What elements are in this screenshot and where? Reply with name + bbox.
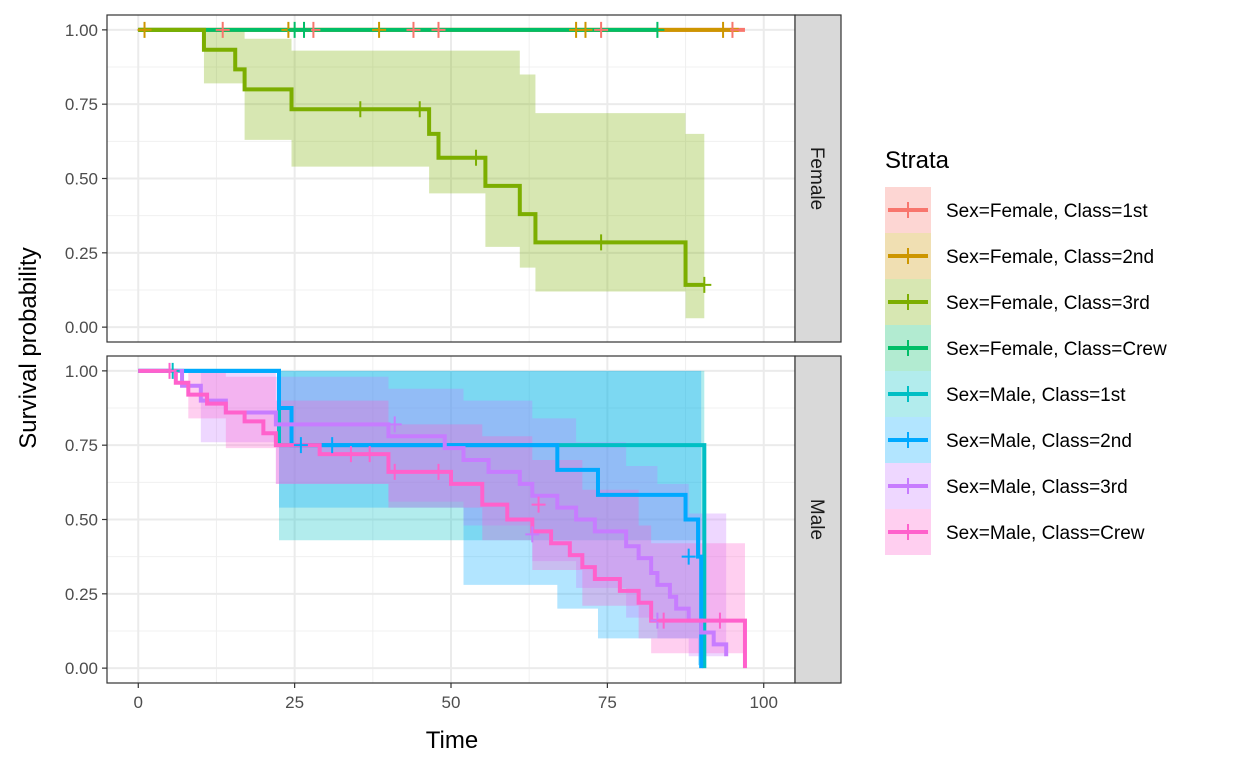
x-tick-label: 100: [750, 693, 778, 712]
censor-mark: [353, 101, 368, 118]
legend-key-censor: [901, 248, 915, 264]
legend: Strata Sex=Female, Class=1stSex=Female, …: [885, 147, 1167, 555]
censor-mark: [469, 149, 484, 166]
legend-label: Sex=Male, Class=3rd: [946, 477, 1128, 498]
censor-mark: [387, 416, 402, 433]
legend-item: Sex=Male, Class=Crew: [885, 509, 1145, 555]
censor-mark: [531, 496, 546, 513]
legend-label: Sex=Male, Class=Crew: [946, 523, 1145, 544]
confidence-band: [138, 29, 705, 319]
y-tick-label: 1.00: [65, 362, 98, 381]
y-tick-label: 1.00: [65, 21, 98, 40]
y-tick-label: 0.50: [65, 511, 98, 530]
censor-mark: [372, 21, 387, 38]
legend-item: Sex=Female, Class=1st: [885, 187, 1148, 233]
panel-female: Female 0.00 0.25 0.50 0.75 1.00: [65, 14, 842, 343]
legend-key-censor: [901, 524, 915, 540]
censor-mark: [431, 21, 446, 38]
censor-mark: [406, 21, 421, 38]
censor-mark: [594, 234, 609, 251]
legend-key-censor: [901, 294, 915, 310]
y-axis-title: Survival probability: [15, 247, 42, 448]
legend-item: Sex=Female, Class=3rd: [885, 279, 1150, 325]
legend-label: Sex=Male, Class=1st: [946, 385, 1126, 406]
x-tick-label: 0: [134, 693, 143, 712]
censor-mark: [681, 548, 696, 565]
survival-curve: [138, 368, 729, 657]
legend-item: Sex=Female, Class=2nd: [885, 233, 1154, 279]
censor-mark: [343, 446, 358, 463]
y-tick-label: 0.25: [65, 585, 98, 604]
censor-mark: [162, 362, 177, 379]
censor-mark: [431, 463, 446, 480]
legend-key-censor: [901, 478, 915, 494]
survival-curve: [138, 368, 747, 669]
panel-data: [137, 21, 745, 319]
x-tick-label: 50: [442, 693, 461, 712]
legend-items: Sex=Female, Class=1st Sex=Female, Class=2…: [885, 187, 1167, 555]
x-tick-label: 75: [598, 693, 617, 712]
panel-data: [138, 362, 747, 669]
x-tick-label: 25: [285, 693, 304, 712]
legend-label: Sex=Male, Class=2nd: [946, 431, 1132, 452]
censor-mark: [712, 612, 727, 629]
legend-label: Sex=Female, Class=1st: [946, 201, 1148, 222]
strip-background: [794, 355, 842, 684]
legend-item: Sex=Male, Class=2nd: [885, 417, 1132, 463]
y-tick-label: 0.75: [65, 95, 98, 114]
strip-background: [794, 14, 842, 343]
legend-key-censor: [901, 432, 915, 448]
censor-mark: [325, 437, 340, 454]
legend-key-censor: [901, 386, 915, 402]
censor-mark: [293, 437, 308, 454]
strip-label: Female: [806, 147, 827, 210]
panel-male: Male 0.00 0.25 0.50 0.75 1.00: [65, 355, 842, 684]
censor-mark: [525, 526, 540, 543]
censor-mark: [387, 463, 402, 480]
legend-title: Strata: [885, 147, 950, 174]
legend-key-censor: [901, 202, 915, 218]
strip-label: Male: [806, 499, 827, 540]
x-axis: 0 25 50 75 100: [134, 683, 778, 712]
y-tick-label: 0.00: [65, 659, 98, 678]
y-tick-label: 0.50: [65, 170, 98, 189]
legend-item: Sex=Female, Class=Crew: [885, 325, 1167, 371]
censor-mark: [716, 21, 731, 38]
legend-label: Sex=Female, Class=Crew: [946, 339, 1167, 360]
y-tick-label: 0.25: [65, 244, 98, 263]
survival-curve: [138, 368, 704, 669]
legend-label: Sex=Female, Class=3rd: [946, 293, 1150, 314]
censor-mark: [215, 21, 230, 38]
x-axis-title: Time: [426, 727, 478, 754]
censor-mark: [412, 101, 427, 118]
censor-mark: [362, 446, 377, 463]
y-tick-label: 0.75: [65, 436, 98, 455]
survival-curve: [138, 27, 705, 287]
censor-mark: [297, 21, 312, 38]
censor-mark: [137, 21, 152, 38]
censor-mark: [594, 21, 609, 38]
legend-key-censor: [901, 340, 915, 356]
panels-layer: Female 0.00 0.25 0.50 0.75 1.00 Male 0.00 0.25 0.…: [65, 14, 842, 712]
censor-mark: [697, 276, 712, 293]
censor-mark: [578, 21, 593, 38]
legend-label: Sex=Female, Class=2nd: [946, 247, 1154, 268]
legend-item: Sex=Male, Class=3rd: [885, 463, 1128, 509]
legend-item: Sex=Male, Class=1st: [885, 371, 1126, 417]
y-tick-label: 0.00: [65, 318, 98, 337]
censor-mark: [656, 612, 671, 629]
censor-mark: [650, 21, 665, 38]
